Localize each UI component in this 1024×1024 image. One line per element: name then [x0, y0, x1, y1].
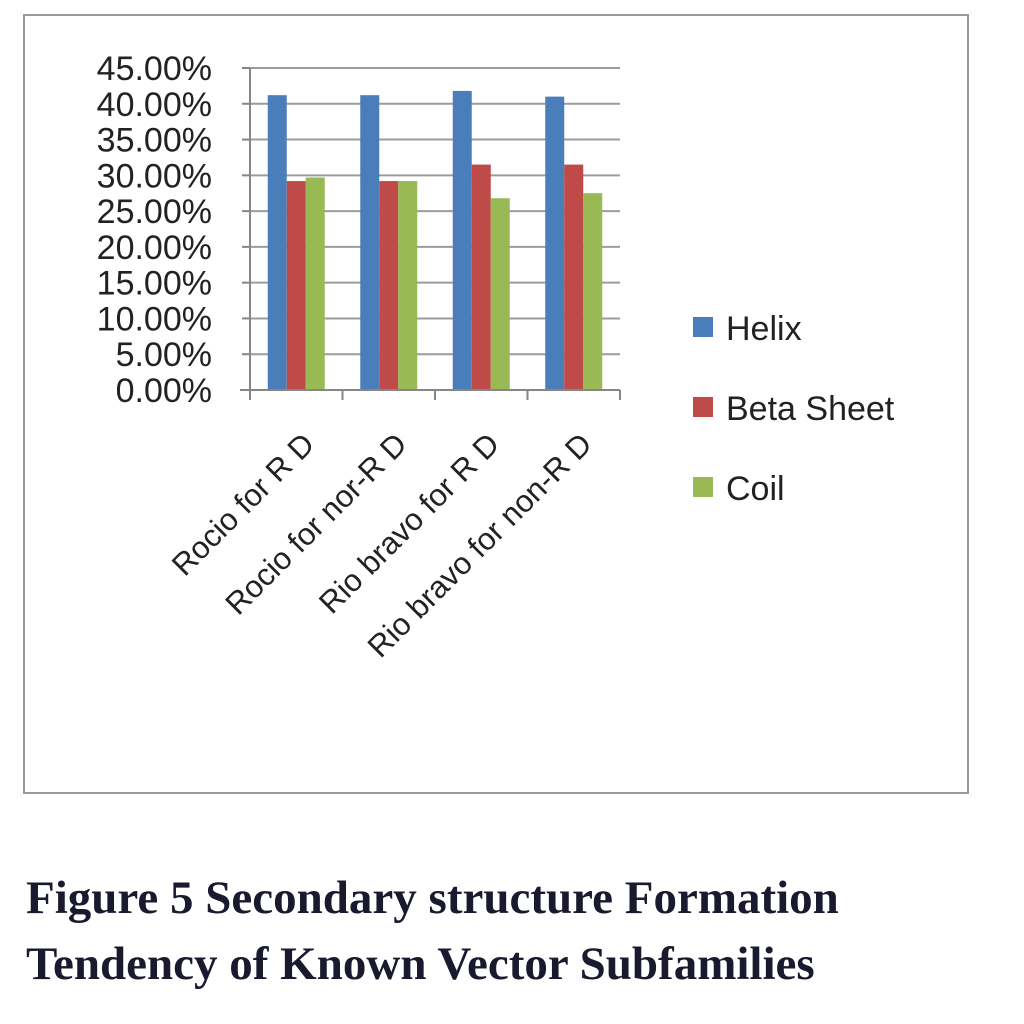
bar-coil	[398, 181, 417, 390]
y-tick-labels: 0.00%5.00%10.00%15.00%20.00%25.00%30.00%…	[97, 50, 212, 410]
legend-label: Coil	[726, 470, 785, 508]
bar-helix	[453, 91, 472, 390]
y-tick-label: 45.00%	[97, 50, 212, 88]
y-tick-label: 20.00%	[97, 229, 212, 267]
y-tick-label: 25.00%	[97, 193, 212, 231]
bars	[268, 91, 603, 390]
bar-helix	[545, 97, 564, 390]
y-tick-label: 35.00%	[97, 122, 212, 160]
bar-coil	[491, 198, 510, 390]
y-tick-label: 5.00%	[116, 336, 212, 374]
bar-beta-sheet	[472, 165, 491, 390]
legend: Helix Beta Sheet Coil	[693, 310, 895, 508]
figure-caption: Figure 5 Secondary structure Formation T…	[26, 865, 1016, 997]
y-tick-label: 30.00%	[97, 157, 212, 195]
legend-swatch-coil	[693, 477, 713, 497]
y-tick-label: 10.00%	[97, 300, 212, 338]
bar-beta-sheet	[564, 165, 583, 390]
bar-chart: 0.00%5.00%10.00%15.00%20.00%25.00%30.00%…	[0, 0, 1024, 830]
caption-line-2: Tendency of Known Vector Subfamilies	[26, 931, 1016, 997]
bar-coil	[583, 193, 602, 390]
bar-helix	[360, 95, 379, 390]
y-tick-label: 0.00%	[116, 372, 212, 410]
bar-beta-sheet	[287, 181, 306, 390]
y-tick-label: 40.00%	[97, 86, 212, 124]
legend-swatch-beta-sheet	[693, 397, 713, 417]
legend-label: Beta Sheet	[726, 390, 895, 428]
bar-beta-sheet	[379, 181, 398, 390]
bar-coil	[306, 177, 325, 390]
y-tick-label: 15.00%	[97, 265, 212, 303]
legend-swatch-helix	[693, 317, 713, 337]
bar-helix	[268, 95, 287, 390]
caption-line-1: Figure 5 Secondary structure Formation	[26, 865, 1016, 931]
legend-label: Helix	[726, 310, 802, 348]
